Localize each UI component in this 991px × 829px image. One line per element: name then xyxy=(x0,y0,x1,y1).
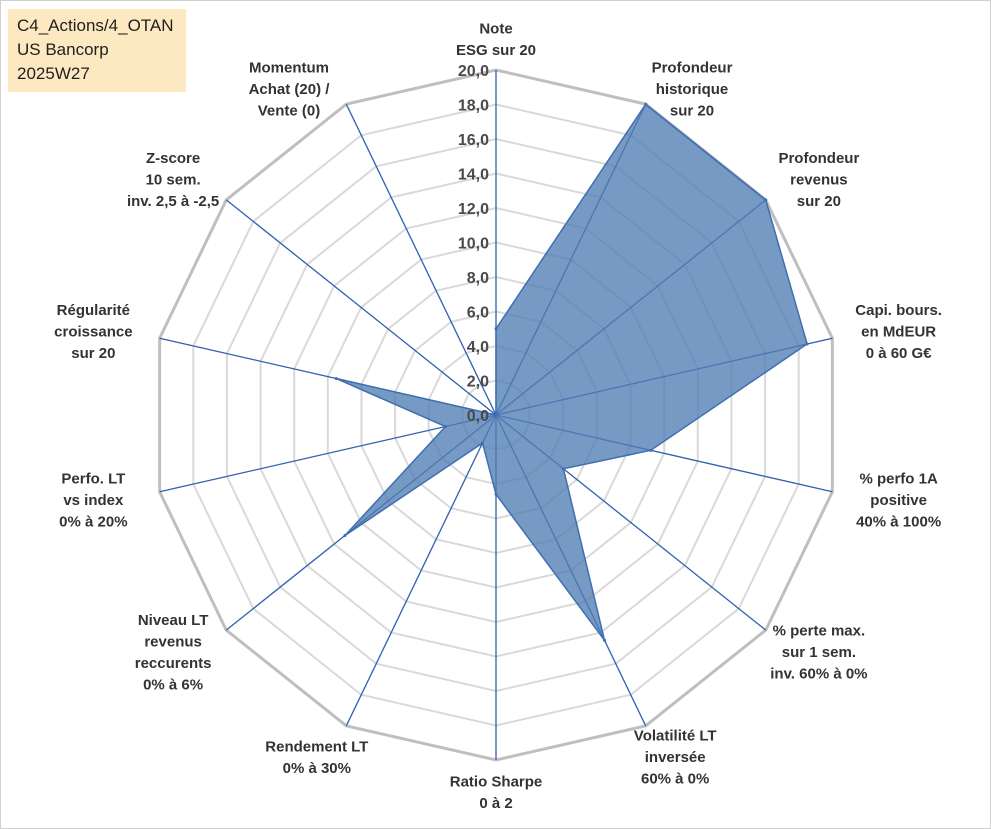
axis-label-line: Note xyxy=(479,21,512,38)
axis-label-8: Rendement LT 0% à 30% xyxy=(265,738,368,777)
axis-label-line: 0% à 30% xyxy=(283,760,351,777)
info-category: C4_Actions/4_OTAN xyxy=(17,16,174,35)
series-point-10 xyxy=(444,425,448,429)
axis-label-line: Profondeur xyxy=(778,150,859,167)
axis-label-line: 0 à 2 xyxy=(479,795,512,812)
axis-label-line: historique xyxy=(656,81,729,98)
series-point-7 xyxy=(494,492,498,496)
tick-label: 10,0 xyxy=(458,236,489,253)
axis-label-line: Régularité xyxy=(57,302,130,319)
tick-label: 12,0 xyxy=(458,201,489,218)
axis-label-line: Perfo. LT xyxy=(61,471,125,488)
axis-label-1: Profondeur historique sur 20 xyxy=(652,60,733,120)
tick-label: 6,0 xyxy=(467,305,489,322)
axis-label-line: sur 20 xyxy=(797,193,841,210)
axis-label-line: positive xyxy=(870,492,927,509)
axis-spoke-13 xyxy=(345,103,497,416)
radar-series xyxy=(334,102,809,642)
axis-label-line: inv. 2,5 à -2,5 xyxy=(127,193,219,210)
axis-label-5: % perte max. sur 1 sem. inv. 60% à 0% xyxy=(770,623,867,683)
tick-label: 2,0 xyxy=(467,374,489,391)
axis-label-line: reccurents xyxy=(135,655,212,672)
series-point-3 xyxy=(805,342,809,346)
axis-label-line: % perte max. xyxy=(773,623,866,640)
axis-label-3: Capi. bours. en MdEUR 0 à 60 G€ xyxy=(855,302,942,362)
axis-label-line: Capi. bours. xyxy=(855,302,942,319)
axis-label-line: Momentum xyxy=(249,60,329,77)
axis-label-line: Rendement LT xyxy=(265,738,368,755)
axis-label-line: Volatilité LT xyxy=(634,728,717,745)
radar-tick-labels: 0,0 2,0 4,0 6,0 8,0 10,0 12,0 14,0 16,0 18,0 20,0 xyxy=(458,63,489,425)
axis-label-13: Momentum Achat (20) / Vente (0) xyxy=(249,60,331,120)
series-point-6 xyxy=(603,638,607,642)
axis-label-line: Vente (0) xyxy=(258,103,321,120)
tick-label: 18,0 xyxy=(458,98,489,115)
axis-spoke-10 xyxy=(159,414,497,493)
axis-label-line: 0% à 6% xyxy=(143,676,203,693)
axis-label-11: Régularité croissance sur 20 xyxy=(54,302,132,362)
axis-label-line: revenus xyxy=(790,171,848,188)
axis-label-line: 40% à 100% xyxy=(856,514,941,531)
tick-label: 16,0 xyxy=(458,132,489,149)
axis-label-line: revenus xyxy=(144,633,202,650)
axis-label-line: Ratio Sharpe xyxy=(450,774,543,791)
axis-label-4: % perfo 1A positive 40% à 100% xyxy=(856,471,941,531)
axis-spoke-12 xyxy=(225,199,497,416)
series-point-9 xyxy=(343,533,347,537)
series-point-13 xyxy=(494,413,498,417)
axis-spoke-8 xyxy=(345,414,497,727)
radar-axis-labels: Note ESG sur 20 Profondeur historique sur 20… xyxy=(54,21,942,813)
axis-label-line: 0 à 60 G€ xyxy=(866,345,933,362)
axis-label-line: 60% à 0% xyxy=(641,771,709,788)
axis-label-line: 0% à 20% xyxy=(59,514,127,531)
tick-label: 4,0 xyxy=(467,339,489,356)
axis-label-line: croissance xyxy=(54,323,132,340)
axis-label-line: Z-score xyxy=(146,150,200,167)
tick-label: 8,0 xyxy=(467,270,489,287)
axis-label-line: Achat (20) / xyxy=(249,81,331,98)
axis-label-2: Profondeur revenus sur 20 xyxy=(778,150,859,210)
info-company: US Bancorp xyxy=(17,40,109,59)
axis-label-9: Niveau LT revenus reccurents 0% à 6% xyxy=(135,612,212,694)
series-point-1 xyxy=(644,102,648,106)
axis-label-7: Ratio Sharpe 0 à 2 xyxy=(450,774,543,813)
series-point-11 xyxy=(334,377,338,381)
axis-label-line: ESG sur 20 xyxy=(456,42,536,59)
axis-label-12: Z-score 10 sem. inv. 2,5 à -2,5 xyxy=(127,150,219,210)
axis-label-line: en MdEUR xyxy=(861,323,936,340)
axis-label-6: Volatilité LT inversée 60% à 0% xyxy=(634,728,717,788)
axis-label-line: inv. 60% à 0% xyxy=(770,666,867,683)
axis-label-line: sur 1 sem. xyxy=(782,644,856,661)
series-point-2 xyxy=(764,198,768,202)
info-box: C4_Actions/4_OTAN US Bancorp 2025W27 xyxy=(8,9,186,92)
info-week: 2025W27 xyxy=(17,64,90,83)
tick-label: 20,0 xyxy=(458,63,489,80)
series-area xyxy=(335,103,808,641)
axis-label-10: Perfo. LT vs index 0% à 20% xyxy=(59,471,127,531)
axis-label-line: sur 20 xyxy=(670,103,714,120)
axis-label-line: Profondeur xyxy=(652,60,733,77)
axis-label-line: % perfo 1A xyxy=(859,471,938,488)
series-point-8 xyxy=(481,441,485,445)
axis-label-line: 10 sem. xyxy=(146,171,201,188)
tick-label: 0,0 xyxy=(467,408,489,425)
series-point-0 xyxy=(494,327,498,331)
tick-label: 14,0 xyxy=(458,167,489,184)
series-point-4 xyxy=(649,448,653,452)
axis-label-line: vs index xyxy=(63,492,124,509)
series-point-5 xyxy=(561,467,565,471)
axis-label-line: sur 20 xyxy=(71,345,115,362)
axis-label-line: Niveau LT xyxy=(138,612,209,629)
axis-label-0: Note ESG sur 20 xyxy=(456,21,536,60)
axis-label-line: inversée xyxy=(645,749,706,766)
